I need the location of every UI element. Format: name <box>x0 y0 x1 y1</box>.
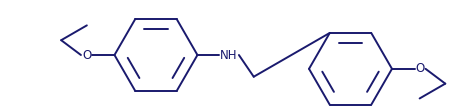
Text: O: O <box>82 49 92 61</box>
Text: O: O <box>415 62 424 75</box>
Text: NH: NH <box>220 49 238 61</box>
